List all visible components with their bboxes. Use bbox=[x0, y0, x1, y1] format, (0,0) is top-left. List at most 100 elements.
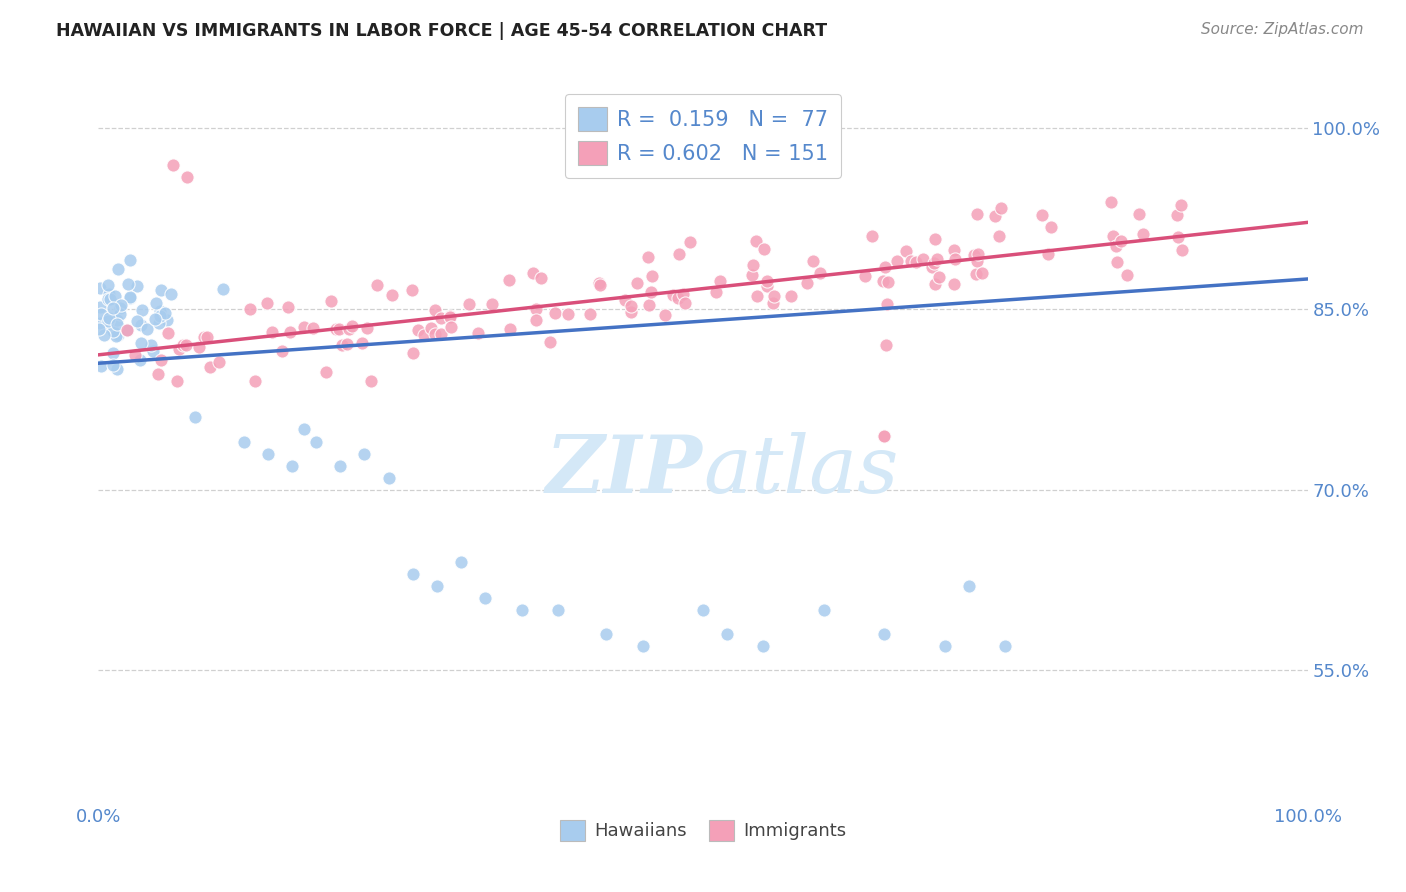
Point bbox=[271, 344, 294, 359]
Point bbox=[176, 169, 198, 184]
Point bbox=[813, 603, 835, 617]
Point bbox=[709, 274, 731, 288]
Point bbox=[356, 320, 378, 334]
Point bbox=[510, 603, 533, 617]
Point bbox=[319, 294, 342, 309]
Point bbox=[139, 338, 162, 352]
Point bbox=[704, 285, 727, 300]
Point bbox=[101, 324, 124, 338]
Point bbox=[875, 337, 897, 351]
Point bbox=[430, 311, 453, 326]
Point bbox=[90, 359, 112, 373]
Point bbox=[620, 299, 643, 313]
Point bbox=[353, 447, 375, 461]
Point bbox=[943, 252, 966, 266]
Point bbox=[328, 322, 350, 336]
Point bbox=[107, 327, 129, 342]
Point bbox=[402, 567, 425, 582]
Point bbox=[120, 290, 142, 304]
Point bbox=[900, 253, 922, 268]
Point bbox=[440, 319, 463, 334]
Point bbox=[588, 276, 610, 290]
Point bbox=[97, 286, 120, 301]
Point bbox=[538, 335, 561, 350]
Point bbox=[1116, 268, 1139, 282]
Point bbox=[281, 458, 304, 473]
Point bbox=[1105, 254, 1128, 268]
Point bbox=[755, 279, 778, 293]
Point bbox=[934, 640, 956, 654]
Point bbox=[256, 296, 278, 310]
Point bbox=[148, 316, 170, 330]
Point bbox=[381, 288, 404, 302]
Point bbox=[153, 305, 176, 319]
Point bbox=[873, 428, 896, 442]
Point bbox=[579, 307, 602, 321]
Point bbox=[127, 314, 149, 328]
Point bbox=[136, 322, 159, 336]
Point bbox=[149, 352, 172, 367]
Point bbox=[673, 296, 696, 310]
Point bbox=[1105, 239, 1128, 253]
Point bbox=[1171, 243, 1194, 257]
Point bbox=[853, 268, 876, 283]
Point bbox=[876, 297, 898, 311]
Point bbox=[481, 297, 503, 311]
Point bbox=[350, 336, 373, 351]
Point bbox=[905, 254, 928, 268]
Point bbox=[89, 300, 111, 314]
Point bbox=[1039, 220, 1062, 235]
Point bbox=[423, 326, 446, 341]
Point bbox=[329, 458, 352, 473]
Point bbox=[89, 307, 111, 321]
Point bbox=[745, 289, 768, 303]
Point bbox=[89, 317, 111, 331]
Point bbox=[292, 320, 315, 334]
Point bbox=[301, 320, 323, 334]
Point bbox=[108, 301, 131, 315]
Point bbox=[457, 296, 479, 310]
Point bbox=[987, 228, 1010, 243]
Point bbox=[595, 627, 617, 641]
Point bbox=[149, 283, 172, 297]
Point bbox=[994, 640, 1017, 654]
Point bbox=[862, 229, 884, 244]
Point bbox=[149, 304, 172, 318]
Point bbox=[162, 158, 184, 172]
Point bbox=[360, 375, 382, 389]
Point bbox=[1036, 247, 1059, 261]
Point bbox=[1167, 230, 1189, 244]
Point bbox=[89, 281, 111, 295]
Point bbox=[741, 259, 763, 273]
Point bbox=[943, 277, 966, 292]
Point bbox=[678, 235, 700, 250]
Point bbox=[98, 293, 121, 307]
Point bbox=[129, 335, 152, 350]
Point bbox=[921, 260, 943, 274]
Point bbox=[97, 311, 120, 326]
Text: HAWAIIAN VS IMMIGRANTS IN LABOR FORCE | AGE 45-54 CORRELATION CHART: HAWAIIAN VS IMMIGRANTS IN LABOR FORCE | … bbox=[56, 22, 827, 40]
Point bbox=[110, 297, 132, 311]
Point bbox=[110, 308, 132, 322]
Point bbox=[873, 260, 896, 274]
Point bbox=[149, 310, 172, 324]
Point bbox=[377, 471, 399, 485]
Point bbox=[198, 360, 221, 375]
Point bbox=[638, 298, 661, 312]
Point bbox=[963, 248, 986, 262]
Point bbox=[1128, 207, 1150, 221]
Point bbox=[101, 346, 124, 360]
Point bbox=[157, 326, 180, 340]
Point bbox=[662, 288, 685, 302]
Point bbox=[145, 311, 167, 326]
Point bbox=[104, 289, 127, 303]
Point bbox=[654, 308, 676, 322]
Point bbox=[928, 270, 950, 285]
Point bbox=[873, 428, 896, 442]
Point bbox=[1031, 208, 1053, 222]
Point bbox=[93, 327, 115, 342]
Point bbox=[990, 201, 1012, 215]
Point bbox=[401, 283, 423, 297]
Point bbox=[426, 579, 449, 593]
Text: ZIP: ZIP bbox=[546, 432, 703, 509]
